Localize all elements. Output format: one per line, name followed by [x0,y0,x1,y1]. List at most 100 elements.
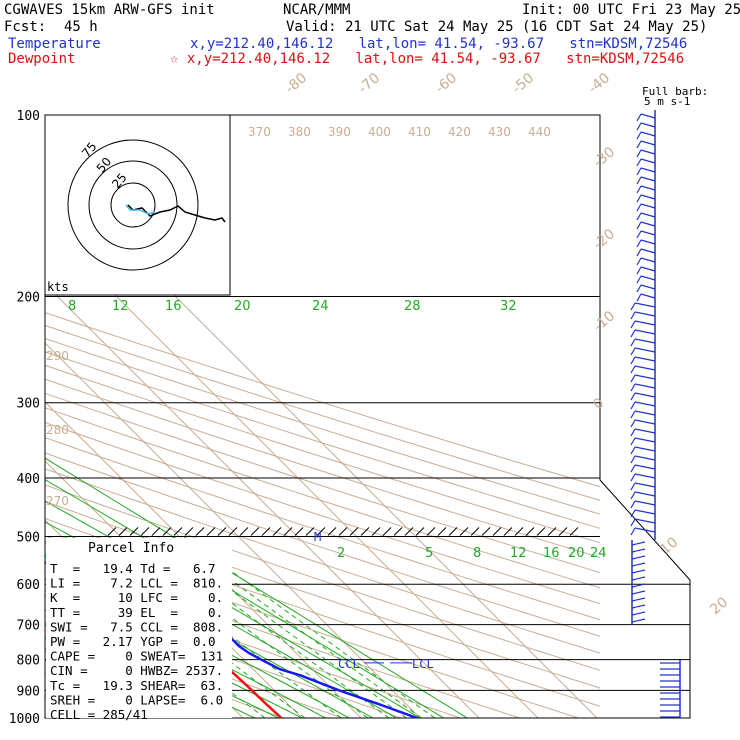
wind-barb-flag [630,446,636,455]
hodograph-ring [88,160,178,250]
mixing-ratio-label: 8 [473,546,481,561]
wind-barb [631,618,646,623]
hatch-mark [228,527,238,536]
wind-barb [640,275,656,281]
wind-barb [640,248,656,254]
wind-barb-flag [630,374,636,383]
hatch-mark [107,527,117,536]
wind-barb-flag [636,167,642,176]
wind-barb-flag [636,194,642,203]
forecast-hours: 45 h [64,19,98,35]
parcel-row: CAPE = 0 SWEAT= 131 [50,649,223,664]
mixing-ratio-label: 2 [337,546,345,561]
isotherm-line [45,342,421,718]
hatch-mark [393,527,403,536]
wind-barb-flag [636,140,642,149]
wind-barb-flag [636,113,642,122]
wind-barb-flag [630,473,636,482]
mixing-ratio-line [45,549,266,718]
isotherm-label: -50 [509,70,537,97]
wind-barb [631,611,646,616]
wind-barb [640,221,656,227]
wind-barb-flag [636,122,642,131]
hatch-mark [459,527,469,536]
hatch-mark [162,527,172,536]
wind-barb-flag [636,221,642,230]
wind-barb [634,365,656,371]
wind-barb [640,194,656,200]
wind-barb [634,410,656,416]
mixing-ratio-label: 20 [234,299,251,314]
hatch-mark [536,527,546,536]
hatch-mark [316,527,326,536]
theta-label: 430 [488,125,511,139]
hatch-mark [415,527,425,536]
wind-barb-flag [630,500,636,509]
hatch-mark [349,527,359,536]
wind-barb [634,509,656,515]
wind-barb [640,176,656,182]
dry-adiabat-line [45,337,600,515]
hatch-mark [547,527,557,536]
hatch-mark [173,527,183,536]
wind-barb [634,446,656,452]
org-label: NCAR/MMM [283,2,351,18]
wind-barb-flag [630,482,636,491]
mixing-ratio-label: 32 [500,299,517,314]
isotherm-line [45,224,539,718]
wind-barb [634,482,656,488]
dry-adiabat-line [45,468,600,654]
hatch-mark [558,527,568,536]
hatch-mark [437,527,447,536]
valid-time: Valid: 21 UTC Sat 24 May 25 (16 CDT Sat … [286,19,708,35]
hatch-mark [448,527,458,536]
parcel-row: SWI = 7.5 CCL = 808. [50,619,223,634]
wind-barbs: Full barb:5 m s-1 [630,85,708,718]
hatch-mark [184,527,194,536]
parcel-row: CELL = 285/41 [50,707,148,722]
isotherm-label: -60 [432,70,460,97]
wind-barb-flag [630,392,636,401]
dry-adiabat-line [45,421,600,605]
isotherm-label: -70 [355,70,383,97]
hodograph-ring [67,139,199,271]
hatch-mark [503,527,513,536]
theta-label: 370 [248,125,271,139]
barb-legend-units: 5 m s-1 [644,95,690,108]
pressure-label: 200 [17,291,40,306]
wind-barb [631,604,646,609]
theta-label: 400 [368,125,391,139]
hatch-mark [327,527,337,536]
theta-label: 270 [46,494,69,508]
pressure-label: 100 [17,109,40,124]
wind-barb-flag [636,266,642,275]
hatch-mark [404,527,414,536]
parcel-row: K = 10 LFC = 0. [50,590,223,605]
parcel-row: T = 19.4 Td = 6.7 [50,561,216,576]
pressure-label: 400 [17,472,40,487]
theta-label: 420 [448,125,471,139]
hatch-mark [481,527,491,536]
wind-barb [634,356,656,362]
isotherm-label: -10 [590,308,618,335]
parcel-row: Tc = 19.3 SHEAR= 63. [50,678,223,693]
hatch-mark [118,527,128,536]
wind-barb [634,401,656,407]
wind-barb [634,473,656,479]
isotherm-line [45,401,362,718]
wind-barb-flag [630,518,636,527]
hodograph-low-trace [125,204,156,215]
wind-barb-flag [630,338,636,347]
theta-label: 380 [288,125,311,139]
m-marker: M [314,530,321,544]
wind-barb [634,491,656,497]
wind-barb-flag [630,410,636,419]
wind-barb [640,239,656,245]
wind-barb-flag [630,527,636,536]
wind-barb-flag [636,248,642,257]
dry-adiabat-line [45,437,600,621]
wind-barb [631,569,646,574]
wind-barb [631,548,646,553]
pressure-label: 1000 [9,712,40,727]
